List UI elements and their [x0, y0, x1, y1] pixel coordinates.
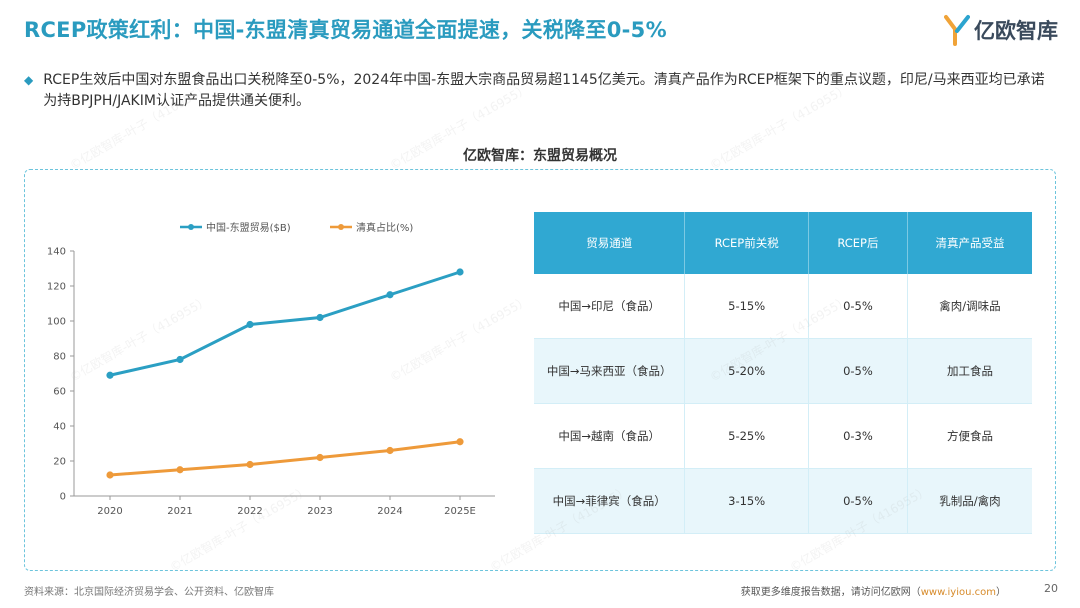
footer-more-info: 获取更多维度报告数据，请访问亿欧网（www.iyiou.com） — [741, 583, 1006, 598]
table-row: 中国→越南（食品） 5-25% 0-3% 方便食品 — [534, 403, 1032, 469]
logo-icon — [944, 15, 970, 46]
table-cell: 0-5% — [808, 468, 908, 534]
data-point — [246, 320, 254, 329]
data-point — [316, 313, 324, 322]
intro-text: RCEP生效后中国对东盟食品出口关税降至0-5%，2024年中国-东盟大宗商品贸… — [43, 72, 1045, 109]
legend-marker-trade — [188, 224, 194, 230]
data-point — [386, 446, 394, 455]
table-cell: 5-20% — [684, 338, 809, 404]
table-header-halal-benefit: 清真产品受益 — [907, 212, 1032, 274]
chart-legend: 中国-东盟贸易($B) 清真占比(%) — [180, 221, 413, 234]
logo[interactable]: 亿欧智库 — [944, 12, 1058, 48]
x-tick-label: 2023 — [307, 506, 332, 517]
y-tick-label: 80 — [53, 352, 66, 363]
data-point — [386, 291, 394, 299]
footer-more-prefix: 获取更多维度报告数据，请访问亿欧网（ — [740, 587, 921, 598]
y-tick-label: 20 — [53, 457, 66, 468]
table-cell: 5-15% — [684, 274, 809, 339]
table-row: 中国→马来西亚（食品） 5-20% 0-5% 加工食品 — [534, 338, 1032, 404]
series-line-1 — [109, 440, 461, 477]
section-title: 亿欧智库：东盟贸易概况 — [463, 148, 617, 164]
x-tick-label: 2025E — [444, 506, 476, 517]
table-cell: 5-25% — [684, 403, 809, 469]
table-header-pre-tariff: RCEP前关税 — [684, 212, 809, 274]
table-cell: 中国→越南（食品） — [534, 403, 686, 469]
y-tick-label: 100 — [47, 317, 66, 328]
table-row: 中国→印尼（食品） 5-15% 0-5% 禽肉/调味品 — [534, 274, 1032, 339]
trade-table: 贸易通道 RCEP前关税 RCEP后 清真产品受益 中国→印尼（食品） 5-15… — [534, 212, 1032, 534]
logo-text: 亿欧智库 — [974, 19, 1058, 43]
table-cell: 3-15% — [684, 468, 809, 534]
table-row: 中国→菲律宾（食品） 3-15% 0-5% 乳制品/禽肉 — [534, 468, 1032, 534]
page-number: 20 — [1044, 582, 1058, 595]
x-tick-label: 2022 — [237, 506, 262, 517]
y-tick-label: 60 — [53, 387, 66, 398]
diamond-bullet-icon: ◆ — [24, 73, 34, 87]
y-tick-label: 0 — [60, 492, 66, 503]
page-title: RCEP政策红利：中国-东盟清真贸易通道全面提速，关税降至0-5% — [24, 18, 667, 42]
table-cell: 中国→马来西亚（食品） — [534, 338, 686, 404]
series-line-0 — [109, 270, 461, 377]
website-link[interactable]: www.iyiou.com — [920, 587, 996, 598]
table-cell: 乳制品/禽肉 — [907, 468, 1032, 534]
x-tick-label: 2021 — [167, 506, 192, 517]
table-cell: 0-5% — [808, 274, 908, 339]
table-cell: 加工食品 — [907, 338, 1032, 404]
data-point — [106, 471, 114, 479]
table-header-row: 贸易通道 RCEP前关税 RCEP后 清真产品受益 — [534, 212, 1032, 274]
table-header-post-tariff: RCEP后 — [808, 212, 908, 274]
source-note: 资料来源：北京国际经济贸易学会、公开资料、亿欧智库 — [24, 587, 274, 598]
trade-line-chart: 中国-东盟贸易($B) 清真占比(%) 0 20 40 60 80 100 120 140 20… — [47, 221, 495, 517]
data-point — [456, 268, 464, 276]
content-frame — [24, 169, 1056, 571]
table-cell: 中国→菲律宾（食品） — [534, 468, 686, 534]
y-tick-label: 140 — [47, 247, 66, 258]
data-point — [106, 371, 114, 379]
table-cell: 0-5% — [808, 338, 908, 404]
table-cell: 禽肉/调味品 — [907, 274, 1032, 339]
data-point — [316, 453, 324, 462]
legend-marker-halal — [338, 224, 344, 230]
data-point — [176, 466, 184, 474]
table-cell: 0-3% — [808, 403, 908, 469]
x-tick-label: 2024 — [377, 506, 402, 517]
footer-more-suffix: ） — [996, 587, 1006, 598]
legend-label-halal: 清真占比(%) — [356, 221, 413, 234]
table-cell: 中国→印尼（食品） — [534, 274, 686, 339]
data-point — [456, 438, 464, 446]
legend-label-trade: 中国-东盟贸易($B) — [206, 221, 291, 234]
intro-paragraph: ◆ RCEP生效后中国对东盟食品出口关税降至0-5%，2024年中国-东盟大宗商… — [24, 70, 1054, 112]
table-header-channel: 贸易通道 — [534, 212, 686, 274]
data-point — [176, 355, 184, 364]
x-tick-label: 2020 — [97, 506, 122, 517]
data-point — [246, 460, 254, 469]
table-cell: 方便食品 — [907, 403, 1032, 469]
y-tick-label: 40 — [53, 422, 66, 433]
y-tick-label: 120 — [47, 282, 66, 293]
